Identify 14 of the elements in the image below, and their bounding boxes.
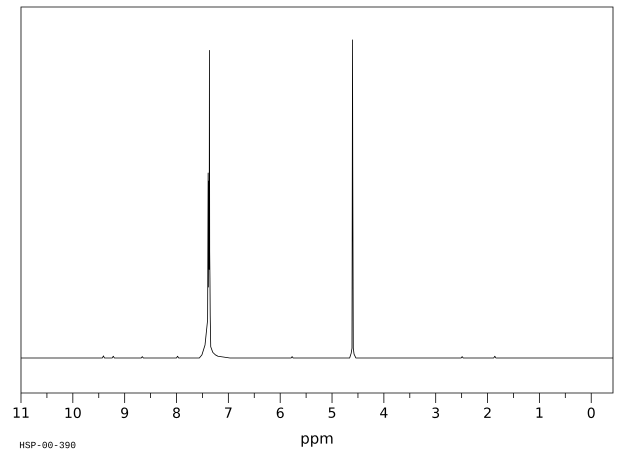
x-axis-title: ppm [302,435,332,447]
x-tick-label: 8 [173,408,180,418]
x-tick-label: 1 [536,408,543,418]
x-tick-label: 10 [65,408,81,418]
x-tick-label: 5 [328,408,336,418]
x-tick-label: 9 [121,408,128,418]
x-tick-label: 2 [484,408,491,418]
text: HSP-00-390 [20,442,76,448]
x-tick-label: 7 [225,408,232,418]
x-tick-label: 11 [14,408,29,418]
x-tick-label: 0 [588,408,595,418]
x-tick-label: 6 [276,408,284,418]
x-tick-label: 4 [380,408,388,418]
x-tick-label: 3 [432,408,440,418]
